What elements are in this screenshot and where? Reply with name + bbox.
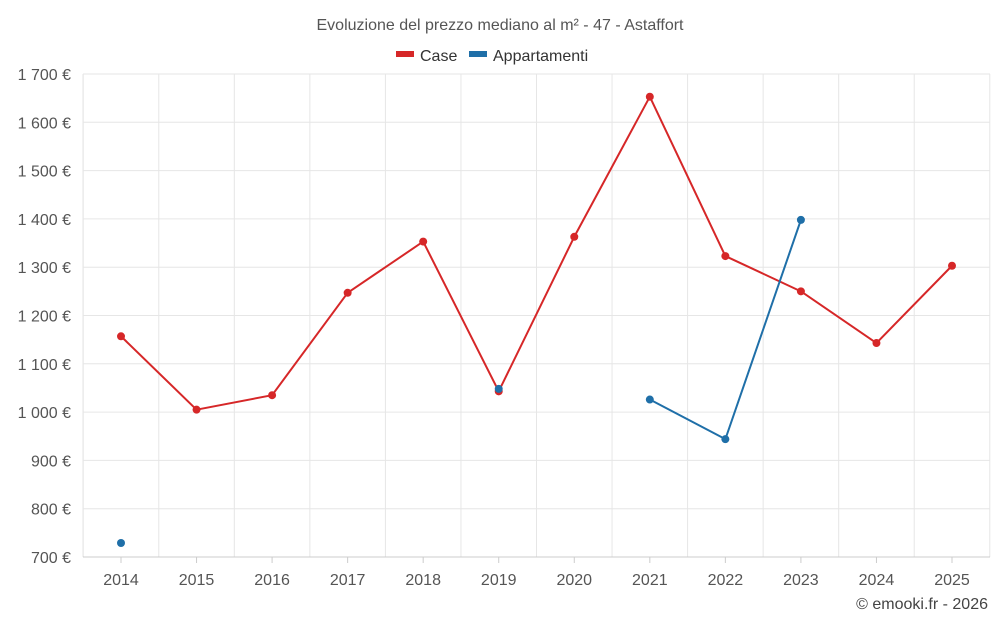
data-point-case[interactable]: [419, 237, 428, 246]
legend-swatch-appartamenti: [469, 51, 487, 57]
y-tick-label: 1 100 €: [18, 357, 71, 374]
data-point-appartamenti[interactable]: [721, 435, 730, 444]
x-tick-label: 2019: [481, 572, 517, 589]
chart-title: Evoluzione del prezzo mediano al m² - 47…: [317, 17, 685, 34]
series-case: [117, 92, 956, 414]
x-tick-label: 2018: [405, 572, 441, 589]
x-tick-label: 2020: [556, 572, 592, 589]
data-point-case[interactable]: [570, 232, 579, 241]
data-point-case[interactable]: [645, 92, 654, 101]
y-tick-label: 1 400 €: [18, 212, 71, 229]
data-point-case[interactable]: [872, 339, 881, 348]
series: [117, 92, 956, 547]
axes: 700 € 800 € 900 € 1 000 € 1 100 € 1 200 € 1 30…: [18, 67, 990, 589]
y-tick-label: 1 600 €: [18, 115, 71, 132]
data-point-appartamenti[interactable]: [117, 538, 125, 547]
data-point-case[interactable]: [721, 252, 730, 261]
data-point-appartamenti[interactable]: [494, 384, 503, 393]
legend-label-appartamenti: Appartamenti: [493, 48, 588, 65]
y-tick-label: 1 000 €: [18, 405, 71, 422]
data-point-case[interactable]: [117, 332, 125, 341]
legend-item-case[interactable]: Case: [396, 48, 457, 65]
legend: Case Appartamenti: [396, 48, 588, 65]
credit-text: © emooki.fr - 2026: [856, 596, 988, 613]
x-tick-label: 2023: [783, 572, 819, 589]
data-point-case[interactable]: [796, 287, 805, 296]
data-point-appartamenti[interactable]: [796, 215, 805, 224]
x-tick-label: 2025: [934, 572, 970, 589]
data-point-case[interactable]: [268, 391, 277, 400]
y-tick-label: 1 500 €: [18, 164, 71, 181]
y-tick-label: 800 €: [31, 502, 71, 519]
data-point-case[interactable]: [192, 405, 201, 414]
series-appartamenti: [117, 215, 805, 547]
legend-item-appartamenti[interactable]: Appartamenti: [469, 48, 588, 65]
data-point-case[interactable]: [343, 288, 352, 297]
data-point-case[interactable]: [948, 261, 956, 270]
y-tick-label: 1 200 €: [18, 309, 71, 326]
data-point-appartamenti[interactable]: [645, 395, 654, 404]
x-tick-label: 2024: [859, 572, 895, 589]
y-tick-label: 900 €: [31, 453, 71, 470]
x-tick-label: 2021: [632, 572, 668, 589]
x-tick-label: 2014: [103, 572, 139, 589]
legend-label-case: Case: [420, 48, 457, 65]
x-tick-label: 2022: [708, 572, 744, 589]
x-tick-label: 2016: [254, 572, 290, 589]
y-tick-label: 1 300 €: [18, 260, 71, 277]
x-tick-label: 2017: [330, 572, 366, 589]
y-tick-label: 1 700 €: [18, 67, 71, 84]
x-tick-label: 2015: [179, 572, 215, 589]
y-tick-label: 700 €: [31, 550, 71, 567]
series-line-case: [120, 95, 953, 411]
legend-swatch-case: [396, 51, 414, 57]
